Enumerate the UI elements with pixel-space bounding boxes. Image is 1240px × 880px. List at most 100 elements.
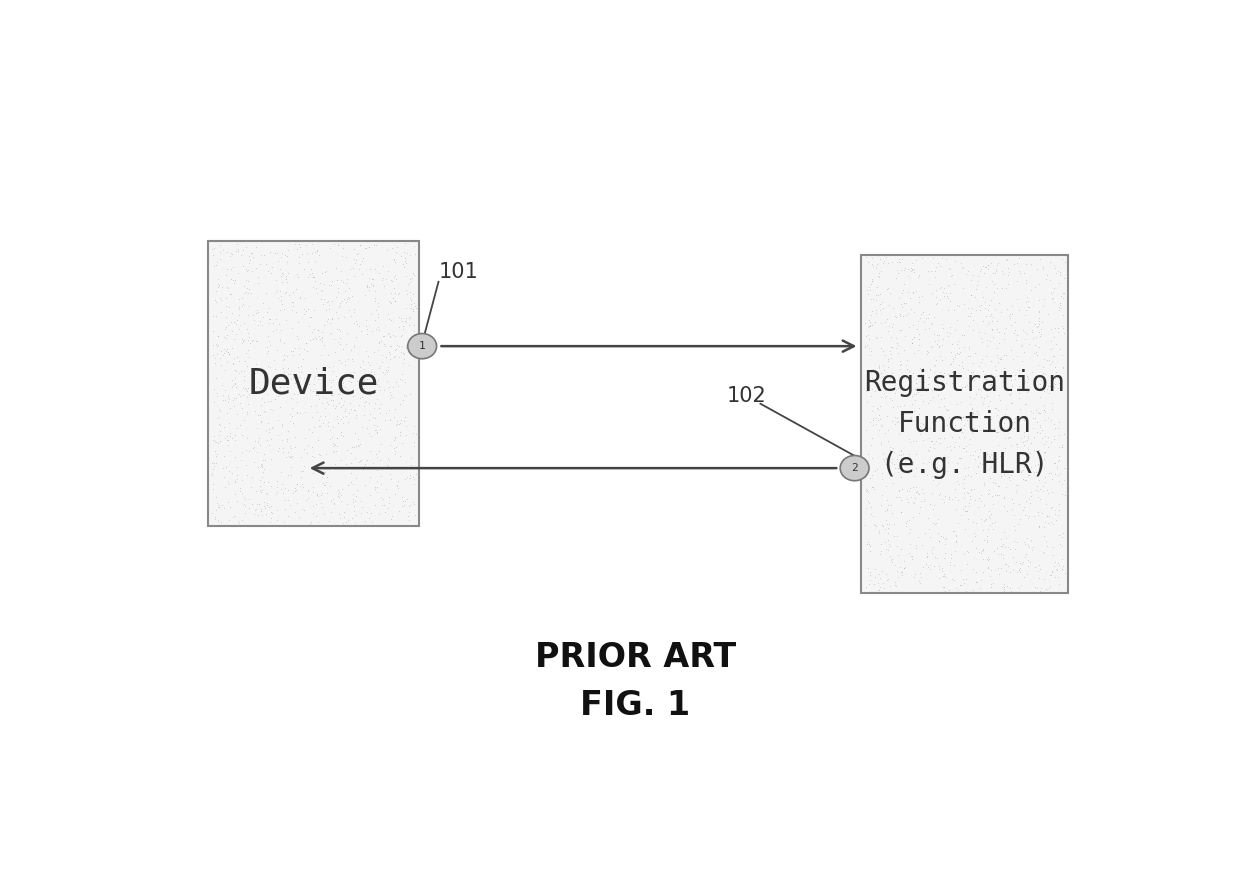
Point [857, 338, 877, 352]
Point [874, 582, 894, 596]
Point [890, 309, 910, 323]
Point [928, 388, 947, 402]
Point [237, 281, 257, 295]
Point [909, 531, 929, 545]
Point [203, 477, 223, 491]
Point [259, 360, 279, 374]
Point [947, 298, 967, 312]
Point [954, 281, 973, 295]
Point [1043, 485, 1063, 499]
Point [1012, 339, 1032, 353]
Point [890, 358, 910, 372]
Point [269, 261, 289, 275]
Point [870, 435, 890, 449]
Point [1019, 300, 1039, 314]
Point [300, 383, 320, 397]
Point [890, 560, 910, 574]
Point [931, 561, 951, 575]
Point [367, 450, 387, 464]
Point [945, 349, 965, 363]
Point [947, 456, 967, 470]
Point [312, 475, 332, 489]
Point [987, 400, 1007, 414]
Point [232, 428, 252, 442]
Point [885, 576, 905, 590]
Point [872, 419, 892, 433]
Point [365, 417, 384, 431]
Point [335, 504, 355, 518]
Point [929, 488, 949, 502]
Point [930, 436, 950, 450]
Point [910, 371, 930, 385]
Point [347, 374, 367, 388]
Point [368, 343, 388, 357]
Point [867, 303, 887, 317]
Point [878, 497, 898, 511]
Point [281, 401, 301, 415]
Point [1053, 362, 1073, 376]
Point [858, 255, 878, 269]
Point [911, 383, 931, 397]
Point [217, 262, 237, 276]
Point [900, 436, 920, 450]
Point [371, 397, 391, 411]
Point [955, 418, 975, 432]
Point [931, 392, 951, 407]
Point [227, 494, 247, 508]
Point [218, 392, 238, 407]
Point [345, 495, 365, 509]
Point [401, 275, 420, 290]
Point [342, 495, 362, 510]
Point [1028, 490, 1048, 504]
Point [968, 325, 988, 339]
Point [378, 458, 398, 473]
Point [956, 572, 976, 586]
Point [946, 581, 966, 595]
Point [873, 519, 893, 533]
Point [939, 328, 959, 342]
Point [322, 393, 342, 407]
Point [383, 441, 403, 455]
Point [301, 515, 321, 529]
Point [320, 316, 340, 330]
Point [911, 494, 931, 508]
Point [205, 511, 224, 525]
Point [988, 561, 1008, 575]
Point [294, 342, 314, 356]
Point [900, 264, 920, 278]
Point [376, 406, 396, 420]
Point [856, 384, 875, 398]
Point [973, 565, 993, 579]
Point [873, 446, 893, 460]
Point [236, 347, 255, 361]
Point [914, 494, 934, 508]
Point [879, 449, 899, 463]
Point [872, 537, 892, 551]
Point [257, 488, 277, 502]
Point [394, 498, 414, 512]
Point [985, 515, 1004, 529]
Point [895, 260, 915, 275]
Point [940, 490, 960, 504]
Point [233, 334, 253, 348]
Point [1006, 479, 1025, 493]
Point [316, 475, 336, 489]
Point [247, 334, 267, 348]
Point [996, 540, 1016, 554]
Point [863, 252, 883, 266]
Point [206, 356, 226, 370]
Point [379, 330, 399, 344]
Point [888, 338, 908, 352]
Point [977, 339, 997, 353]
Point [260, 402, 280, 416]
Point [1029, 407, 1049, 421]
Point [856, 484, 875, 498]
Point [401, 498, 420, 512]
Point [897, 519, 916, 533]
Point [924, 311, 944, 325]
Point [999, 430, 1019, 444]
Point [346, 330, 366, 344]
Point [299, 490, 319, 504]
Point [388, 417, 408, 431]
Point [363, 456, 383, 470]
